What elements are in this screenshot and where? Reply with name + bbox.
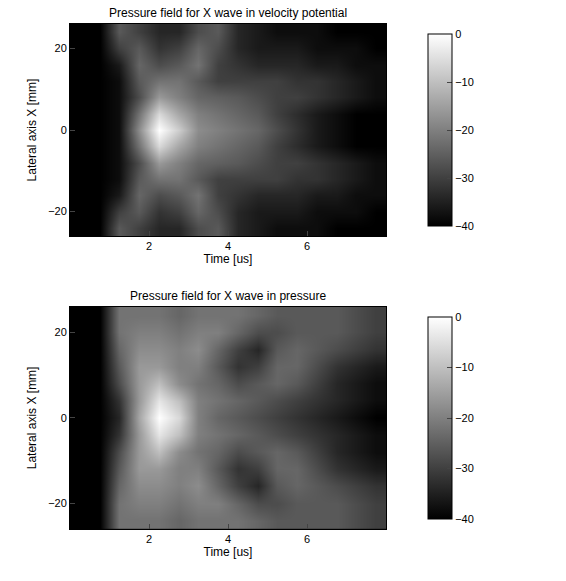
svg-text:−20: −20 bbox=[455, 124, 474, 136]
svg-text:20: 20 bbox=[55, 42, 67, 54]
svg-text:−10: −10 bbox=[455, 361, 474, 373]
svg-text:2: 2 bbox=[146, 533, 152, 545]
svg-text:0: 0 bbox=[455, 28, 461, 40]
svg-text:Pressure field for X wave in v: Pressure field for X wave in velocity po… bbox=[109, 6, 347, 20]
svg-text:−20: −20 bbox=[48, 497, 67, 509]
svg-text:Lateral axis X [mm]: Lateral axis X [mm] bbox=[25, 79, 39, 182]
svg-text:4: 4 bbox=[225, 533, 231, 545]
svg-text:Pressure field for X wave in p: Pressure field for X wave in pressure bbox=[130, 289, 326, 303]
svg-text:−30: −30 bbox=[455, 172, 474, 184]
svg-text:−20: −20 bbox=[48, 205, 67, 217]
svg-text:Time [us]: Time [us] bbox=[204, 252, 253, 266]
svg-text:−30: −30 bbox=[455, 462, 474, 474]
svg-text:2: 2 bbox=[146, 240, 152, 252]
svg-text:−20: −20 bbox=[455, 412, 474, 424]
svg-text:−40: −40 bbox=[455, 220, 474, 232]
svg-text:0: 0 bbox=[61, 124, 67, 136]
svg-text:4: 4 bbox=[225, 240, 231, 252]
svg-text:20: 20 bbox=[55, 326, 67, 338]
svg-text:6: 6 bbox=[304, 533, 310, 545]
svg-text:0: 0 bbox=[455, 311, 461, 323]
svg-text:Time [us]: Time [us] bbox=[204, 545, 253, 559]
svg-text:Lateral axis X [mm]: Lateral axis X [mm] bbox=[25, 367, 39, 470]
svg-text:−10: −10 bbox=[455, 76, 474, 88]
svg-text:0: 0 bbox=[61, 412, 67, 424]
svg-text:−40: −40 bbox=[455, 513, 474, 525]
svg-text:6: 6 bbox=[304, 240, 310, 252]
